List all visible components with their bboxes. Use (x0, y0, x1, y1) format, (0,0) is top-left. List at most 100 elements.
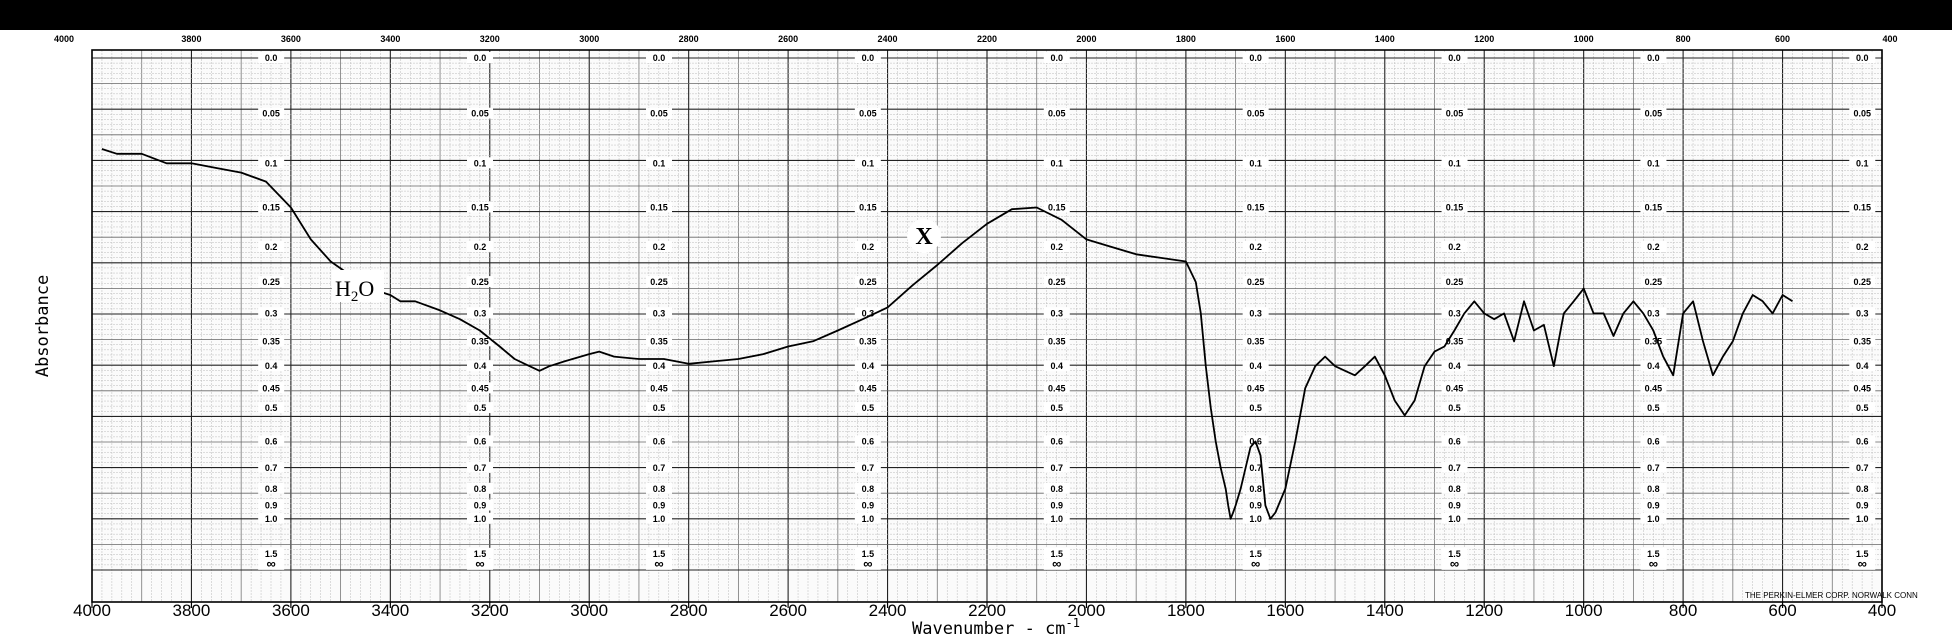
absorbance-scale-label: 0.3 (1856, 308, 1869, 318)
scale-label-bg (1849, 482, 1876, 494)
bottom-tick-label: 600 (1768, 601, 1796, 620)
absorbance-scale-label: 0.7 (1856, 463, 1869, 473)
scale-label-bg (1849, 435, 1876, 447)
scale-label-bg (854, 157, 881, 169)
absorbance-scale-label: 0.9 (653, 501, 666, 511)
scale-label-bg (258, 547, 285, 559)
scale-label-bg (1242, 499, 1269, 511)
scale-label-bg (1640, 157, 1667, 169)
absorbance-scale-columns: 0.0 0.05 0.1 0.15 0.2 0.25 0.3 0.35 0.4 0.45 0.5 0.… (258, 52, 1876, 571)
top-tick-label: 4000 (54, 34, 74, 44)
absorbance-scale-label: ∞ (1052, 556, 1061, 571)
absorbance-scale-label: 0.05 (1247, 109, 1265, 119)
scale-label-bg (854, 240, 881, 252)
absorbance-scale-label: 0.8 (1647, 484, 1660, 494)
scale-label-bg (1043, 240, 1070, 252)
absorbance-scale-label: 0.25 (471, 277, 489, 287)
scale-label-bg (1849, 335, 1876, 347)
scale-label-bg (646, 240, 672, 252)
absorbance-scale-label: 0.1 (1448, 158, 1461, 168)
scale-label-bg (467, 240, 493, 252)
scale-label-bg (1441, 335, 1468, 347)
scale-label-bg (646, 201, 672, 213)
scale-label-bg (467, 558, 493, 570)
scale-label-bg (854, 335, 881, 347)
scale-label-bg (467, 512, 493, 524)
scale-label-bg (854, 482, 881, 494)
scale-label-bg (854, 402, 881, 414)
absorbance-scale-label: 0.4 (1448, 361, 1461, 371)
scale-label-bg (1441, 512, 1468, 524)
absorbance-scale-label: ∞ (475, 556, 484, 571)
scale-label-bg (258, 157, 285, 169)
scale-label-bg (1242, 307, 1269, 319)
absorbance-scale-label: 0.0 (1647, 53, 1660, 63)
scale-label-bg (1043, 547, 1070, 559)
absorbance-scale-label: 0.35 (1854, 336, 1872, 346)
absorbance-scale-label: 0.25 (859, 277, 877, 287)
absorbance-scale-label: 0.5 (862, 403, 875, 413)
top-tick-labels: 4000 3800 3600 3400 3200 3000 2800 2600 2400 2200… (54, 34, 1898, 44)
absorbance-scale-label: 0.0 (862, 53, 875, 63)
absorbance-scale-label: ∞ (1251, 556, 1260, 571)
scale-label-bg (467, 276, 493, 288)
absorbance-scale-label: 0.5 (1856, 403, 1869, 413)
absorbance-scale-label: 0.35 (1048, 336, 1066, 346)
scale-label-bg (646, 547, 672, 559)
bottom-tick-label: 2600 (769, 601, 807, 620)
absorbance-scale-label: 0.4 (265, 361, 278, 371)
absorbance-scale-label: 0.3 (474, 308, 487, 318)
absorbance-scale-label: 1.0 (1647, 514, 1660, 524)
absorbance-scale-label: 0.0 (1051, 53, 1064, 63)
scale-label-bg (1043, 157, 1070, 169)
absorbance-scale-label: 0.5 (1051, 403, 1064, 413)
scale-label-bg (1043, 107, 1070, 119)
absorbance-scale-label: 0.05 (262, 109, 280, 119)
top-tick-label: 2200 (977, 34, 997, 44)
scale-label-bg (646, 335, 672, 347)
spectrum-line (101, 148, 1793, 520)
absorbance-scale-label: 0.0 (1448, 53, 1461, 63)
x-annotation-label: X (915, 224, 933, 250)
bottom-tick-label: 2400 (869, 601, 907, 620)
absorbance-scale-label: 0.6 (862, 436, 875, 446)
scale-label-bg (1242, 547, 1269, 559)
scale-label-bg (467, 461, 493, 473)
absorbance-scale-label: 0.9 (1856, 501, 1869, 511)
scale-label-bg (1441, 201, 1468, 213)
top-tick-label: 600 (1775, 34, 1790, 44)
absorbance-scale-label: 0.1 (862, 158, 875, 168)
top-tick-label: 1400 (1375, 34, 1395, 44)
bottom-tick-label: 2000 (1068, 601, 1106, 620)
scale-label-bg (258, 360, 285, 372)
scale-label-bg (1242, 512, 1269, 524)
absorbance-scale-label: 0.05 (1645, 109, 1663, 119)
absorbance-scale-label: 0.2 (1051, 242, 1064, 252)
scale-label-bg (1640, 307, 1667, 319)
absorbance-scale-label: 0.1 (1249, 158, 1262, 168)
absorbance-scale-label: 0.1 (1856, 158, 1869, 168)
scale-label-bg (1640, 499, 1667, 511)
plot-frame (91, 49, 1883, 603)
scale-label-bg (1242, 157, 1269, 169)
absorbance-scale-label: 0.9 (1249, 501, 1262, 511)
scale-label-bg (1242, 382, 1269, 394)
scale-label-bg (1849, 499, 1876, 511)
absorbance-scale-label: 1.5 (1856, 549, 1869, 559)
absorbance-scale-label: 0.6 (1448, 436, 1461, 446)
bottom-tick-label: 4000 (73, 601, 111, 620)
scale-label-bg (1043, 558, 1070, 570)
x-axis-label-exponent: -1 (1066, 616, 1080, 630)
absorbance-scale-label: 0.1 (1051, 158, 1064, 168)
absorbance-scale-label: 0.4 (653, 361, 666, 371)
absorbance-scale-label: ∞ (1649, 556, 1658, 571)
absorbance-scale-label: 0.25 (1645, 277, 1663, 287)
absorbance-scale-label: 0.25 (650, 277, 668, 287)
absorbance-scale-label: 1.5 (1051, 549, 1064, 559)
absorbance-scale-label: 0.45 (650, 383, 668, 393)
absorbance-scale-label: 1.0 (474, 514, 487, 524)
absorbance-scale-label: 0.0 (1856, 53, 1869, 63)
absorbance-scale-label: 0.15 (650, 203, 668, 213)
top-tick-label: 2000 (1076, 34, 1096, 44)
absorbance-scale-label: 0.5 (474, 403, 487, 413)
